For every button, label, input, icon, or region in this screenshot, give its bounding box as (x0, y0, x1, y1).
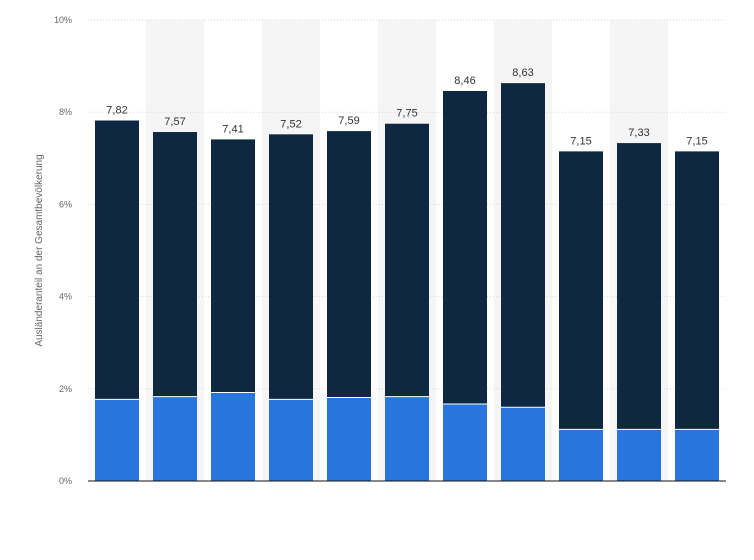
bar-segment-upper (211, 139, 255, 393)
bar-segment-upper (675, 151, 719, 430)
y-tick-label: 8% (59, 107, 72, 117)
bar-segment-upper (385, 123, 429, 397)
bar-segment-lower (675, 429, 719, 481)
data-label: 7,75 (396, 108, 417, 120)
bar-segment-lower (501, 407, 545, 481)
data-labels: 7,82 7,57 7,41 7,52 7,59 7,75 8,46 8,63 7,15 7,33… (106, 67, 707, 147)
bar-segment-upper (559, 151, 603, 430)
bar-segment-upper (327, 131, 371, 398)
data-label: 7,52 (280, 118, 301, 130)
y-axis-ticks: 0% 2% 4% 6% 8% 10% (54, 15, 72, 486)
data-label: 8,46 (454, 75, 475, 87)
data-label: 8,63 (512, 67, 533, 79)
bar-segment-lower (211, 392, 255, 481)
bar-segment-upper (443, 90, 487, 405)
y-tick-label: 4% (59, 292, 72, 302)
bar-segment-lower (559, 429, 603, 481)
bar-segment-lower (153, 396, 197, 481)
data-label: 7,15 (570, 135, 591, 147)
bar-segment-lower (95, 399, 139, 481)
y-axis-title: Ausländeranteil an der Gesamtbevölkerung (34, 154, 45, 346)
bars (95, 83, 719, 481)
y-tick-label: 0% (59, 476, 72, 486)
data-label: 7,15 (686, 135, 707, 147)
data-label: 7,59 (338, 115, 359, 127)
bar-segment-lower (327, 397, 371, 481)
bar-segment-lower (269, 399, 313, 481)
data-label: 7,33 (628, 127, 649, 139)
bar-segment-lower (617, 429, 661, 481)
bar-segment-upper (501, 83, 545, 408)
y-tick-label: 6% (59, 199, 72, 209)
y-tick-label: 2% (59, 384, 72, 394)
bar-segment-upper (153, 132, 197, 397)
y-tick-label: 10% (54, 15, 72, 25)
data-label: 7,57 (164, 116, 185, 128)
data-label: 7,41 (222, 123, 243, 135)
bar-segment-lower (443, 404, 487, 481)
bar-segment-upper (269, 134, 313, 400)
data-label: 7,82 (106, 104, 127, 116)
bar-segment-upper (95, 120, 139, 400)
bar-segment-lower (385, 396, 429, 481)
bar-segment-upper (617, 143, 661, 430)
